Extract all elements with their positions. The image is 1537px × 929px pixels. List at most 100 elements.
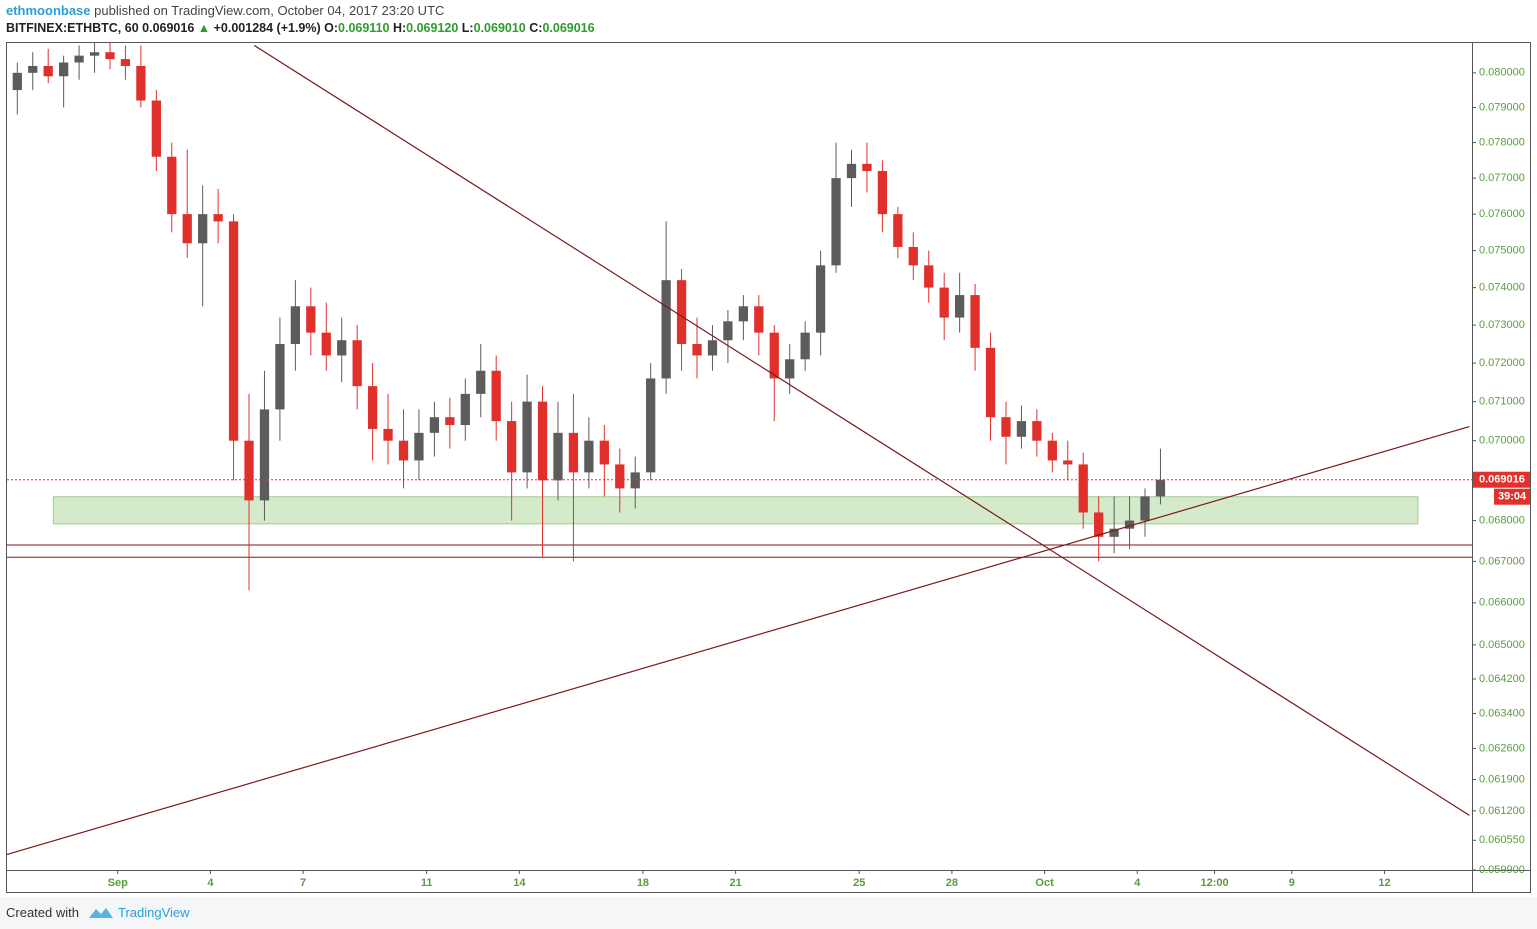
candle-body xyxy=(120,59,131,66)
candle-body xyxy=(1140,496,1150,521)
author[interactable]: ethmoonbase xyxy=(6,3,91,18)
candle-body xyxy=(89,52,100,56)
candle-body xyxy=(59,62,69,77)
y-tick-label: 0.063400 xyxy=(1479,707,1525,719)
candle-body xyxy=(74,55,84,63)
trend-line xyxy=(253,44,1470,816)
candle-body xyxy=(1047,440,1057,461)
y-tick-label: 0.065000 xyxy=(1479,639,1525,651)
candle-body xyxy=(815,265,826,333)
o-value: 0.069110 xyxy=(338,21,390,35)
candle-body xyxy=(182,214,192,244)
candle-body xyxy=(584,440,594,473)
y-tick-label: 0.076000 xyxy=(1479,208,1525,220)
x-tick-label: 28 xyxy=(946,877,958,889)
created-with: Created with xyxy=(6,905,79,920)
candle-body xyxy=(367,386,378,429)
y-tick-label: 0.062600 xyxy=(1479,742,1525,754)
change: +0.001284 (+1.9%) xyxy=(213,21,321,35)
candle-body xyxy=(429,417,440,433)
x-tick-label: 11 xyxy=(421,877,433,889)
up-arrow: ▲ xyxy=(197,21,211,35)
candle-body xyxy=(414,432,424,461)
candle-body xyxy=(985,347,996,418)
candle-body xyxy=(445,417,455,426)
y-tick-label: 0.078000 xyxy=(1479,136,1525,148)
candle-body xyxy=(800,332,810,360)
candle-body xyxy=(1001,417,1011,437)
candle-body xyxy=(630,472,640,489)
candle-body xyxy=(522,401,532,473)
ohlc-line: BITFINEX:ETHBTC, 60 0.069016 ▲ +0.001284… xyxy=(6,21,595,35)
candle-body xyxy=(398,440,409,461)
candle-body xyxy=(924,265,934,288)
y-tick-label: 0.071000 xyxy=(1479,396,1525,408)
x-tick-label: 12:00 xyxy=(1200,877,1228,889)
x-tick-label: 25 xyxy=(853,877,865,889)
candle-body xyxy=(213,214,223,222)
y-tick-label: 0.080000 xyxy=(1479,67,1525,79)
candle-body xyxy=(105,52,115,60)
o-label: O: xyxy=(324,21,339,35)
support-zone xyxy=(52,496,1419,525)
y-tick-label: 0.075000 xyxy=(1479,245,1525,257)
l-value: 0.069010 xyxy=(473,21,526,35)
candle-body xyxy=(198,214,208,244)
candle-body xyxy=(707,340,718,356)
candle-body xyxy=(151,100,161,157)
candle-body xyxy=(661,280,671,379)
candle-body xyxy=(460,393,470,426)
tv-brand[interactable]: TradingView xyxy=(118,905,190,920)
candle-body xyxy=(1063,460,1073,465)
x-tick-label: 14 xyxy=(513,877,526,889)
candle-body xyxy=(28,65,38,73)
c-value: 0.069016 xyxy=(542,21,595,35)
candle-body xyxy=(568,432,579,473)
candle-body xyxy=(43,65,53,77)
candle-body xyxy=(970,295,980,348)
candle-body xyxy=(259,409,270,501)
candle-body xyxy=(908,246,918,266)
y-tick-label: 0.060550 xyxy=(1479,834,1525,846)
candle-body xyxy=(599,440,609,465)
candle-body xyxy=(507,421,517,473)
candle-body xyxy=(692,344,702,356)
candle-body xyxy=(321,332,331,356)
y-tick-label: 0.074000 xyxy=(1479,282,1525,294)
candle-body xyxy=(167,156,177,215)
candle-body xyxy=(136,65,146,101)
y-tick-label: 0.079000 xyxy=(1479,101,1525,113)
h-label: H: xyxy=(392,21,407,35)
y-tick-label: 0.070000 xyxy=(1479,435,1525,447)
candle-body xyxy=(877,170,888,215)
symbol[interactable]: BITFINEX:ETHBTC, 60 xyxy=(6,21,139,35)
countdown: 39:04 xyxy=(1498,491,1527,503)
candle-body xyxy=(1016,421,1027,437)
tv-logo xyxy=(89,908,113,918)
candle-body xyxy=(228,221,239,441)
price: 0.069016 xyxy=(142,21,195,35)
y-tick-label: 0.064200 xyxy=(1479,673,1525,685)
candle-body xyxy=(1109,528,1119,537)
y-tick-label: 0.068000 xyxy=(1479,514,1525,526)
candle-body xyxy=(676,280,687,345)
candle-body xyxy=(352,340,362,387)
x-tick-label: 9 xyxy=(1289,877,1295,889)
trend-line xyxy=(6,426,1470,855)
candle-body xyxy=(831,178,841,266)
candle-body xyxy=(615,464,625,489)
candle-body xyxy=(553,432,563,481)
candle-body xyxy=(862,163,872,171)
candle-body xyxy=(275,344,285,410)
candle-body xyxy=(1078,464,1088,513)
y-tick-label: 0.061200 xyxy=(1479,805,1525,817)
last-price-label: 0.069016 xyxy=(1479,474,1525,486)
candle-body xyxy=(306,306,316,333)
x-tick-label: 7 xyxy=(300,877,306,889)
candle-body xyxy=(785,359,795,379)
y-tick-label: 0.073000 xyxy=(1479,319,1525,331)
candle-body xyxy=(290,306,300,345)
candle-body xyxy=(1155,479,1166,497)
countdown-box xyxy=(1494,488,1530,505)
